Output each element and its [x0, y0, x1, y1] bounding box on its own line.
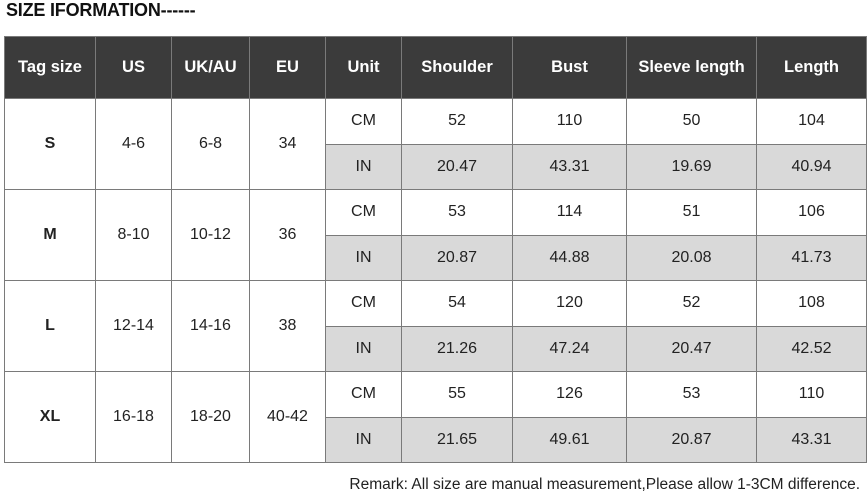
unit-cell: CM [325, 371, 402, 418]
column-header: Bust [512, 36, 627, 99]
tag-size-cell: S [4, 98, 96, 190]
unit-cell: IN [325, 234, 402, 281]
tag-size-cell: M [4, 189, 96, 281]
table-row-m-in: IN 20.87 44.88 20.08 41.73 [5, 234, 867, 281]
measurement-cell: 20.47 [401, 143, 513, 190]
measurement-cell: 106 [756, 189, 867, 236]
eu-size-cell: 40-42 [249, 371, 326, 463]
ukau-size-cell: 10-12 [171, 189, 250, 281]
us-size-cell: 12-14 [95, 280, 172, 372]
measurement-cell: 43.31 [512, 143, 627, 190]
measurement-cell: 20.87 [401, 234, 513, 281]
measurement-cell: 40.94 [756, 143, 867, 190]
column-header: Length [756, 36, 867, 99]
table-row-s-in: IN 20.47 43.31 19.69 40.94 [5, 143, 867, 190]
measurement-cell: 41.73 [756, 234, 867, 281]
measurement-cell: 51 [626, 189, 757, 236]
us-size-cell: 16-18 [95, 371, 172, 463]
column-header: UK/AU [171, 36, 250, 99]
us-size-cell: 4-6 [95, 98, 172, 190]
measurement-cell: 104 [756, 98, 867, 145]
measurement-cell: 42.52 [756, 325, 867, 372]
eu-size-cell: 36 [249, 189, 326, 281]
unit-cell: CM [325, 189, 402, 236]
ukau-size-cell: 14-16 [171, 280, 250, 372]
page-title: SIZE IFORMATION------ [6, 0, 196, 20]
measurement-cell: 19.69 [626, 143, 757, 190]
unit-cell: IN [325, 325, 402, 372]
column-header: EU [249, 36, 326, 99]
measurement-cell: 110 [512, 98, 627, 145]
column-header: Tag size [4, 36, 96, 99]
eu-size-cell: 38 [249, 280, 326, 372]
column-header: Unit [325, 36, 402, 99]
ukau-size-cell: 18-20 [171, 371, 250, 463]
unit-cell: IN [325, 143, 402, 190]
measurement-cell: 108 [756, 280, 867, 327]
measurement-cell: 55 [401, 371, 513, 418]
measurement-cell: 114 [512, 189, 627, 236]
measurement-cell: 52 [626, 280, 757, 327]
table-header-row: Tag size US UK/AU EU Unit Shoulder Bust Sleeve … [4, 36, 867, 99]
measurement-cell: 44.88 [512, 234, 627, 281]
column-header: US [95, 36, 172, 99]
table-row-xl-cm: XL 16-18 18-20 40-42 CM 55 126 53 110 [4, 371, 867, 463]
column-header: Sleeve length [626, 36, 757, 99]
measurement-cell: 54 [401, 280, 513, 327]
table-row-l-in: IN 21.26 47.24 20.47 42.52 [5, 325, 867, 372]
ukau-size-cell: 6-8 [171, 98, 250, 190]
measurement-cell: 21.65 [401, 416, 513, 463]
measurement-cell: 47.24 [512, 325, 627, 372]
table-row-l-cm: L 12-14 14-16 38 CM 54 120 52 108 [4, 280, 867, 372]
tag-size-cell: XL [4, 371, 96, 463]
measurement-cell: 20.08 [626, 234, 757, 281]
measurement-cell: 20.87 [626, 416, 757, 463]
eu-size-cell: 34 [249, 98, 326, 190]
measurement-cell: 110 [756, 371, 867, 418]
measurement-cell: 20.47 [626, 325, 757, 372]
unit-cell: CM [325, 280, 402, 327]
measurement-cell: 43.31 [756, 416, 867, 463]
measurement-cell: 126 [512, 371, 627, 418]
unit-cell: IN [325, 416, 402, 463]
unit-cell: CM [325, 98, 402, 145]
measurement-cell: 52 [401, 98, 513, 145]
table-row-xl-in: IN 21.65 49.61 20.87 43.31 [5, 416, 867, 463]
measurement-cell: 50 [626, 98, 757, 145]
remark-note: Remark: All size are manual measurement,… [349, 476, 860, 493]
measurement-cell: 21.26 [401, 325, 513, 372]
measurement-cell: 53 [401, 189, 513, 236]
column-header: Shoulder [401, 36, 513, 99]
measurement-cell: 49.61 [512, 416, 627, 463]
table-row-m-cm: M 8-10 10-12 36 CM 53 114 51 106 [4, 189, 867, 281]
size-table: Tag size US UK/AU EU Unit Shoulder Bust Sleeve … [4, 36, 867, 463]
measurement-cell: 120 [512, 280, 627, 327]
tag-size-cell: L [4, 280, 96, 372]
us-size-cell: 8-10 [95, 189, 172, 281]
table-row-s-cm: S 4-6 6-8 34 CM 52 110 50 104 [4, 98, 867, 190]
measurement-cell: 53 [626, 371, 757, 418]
